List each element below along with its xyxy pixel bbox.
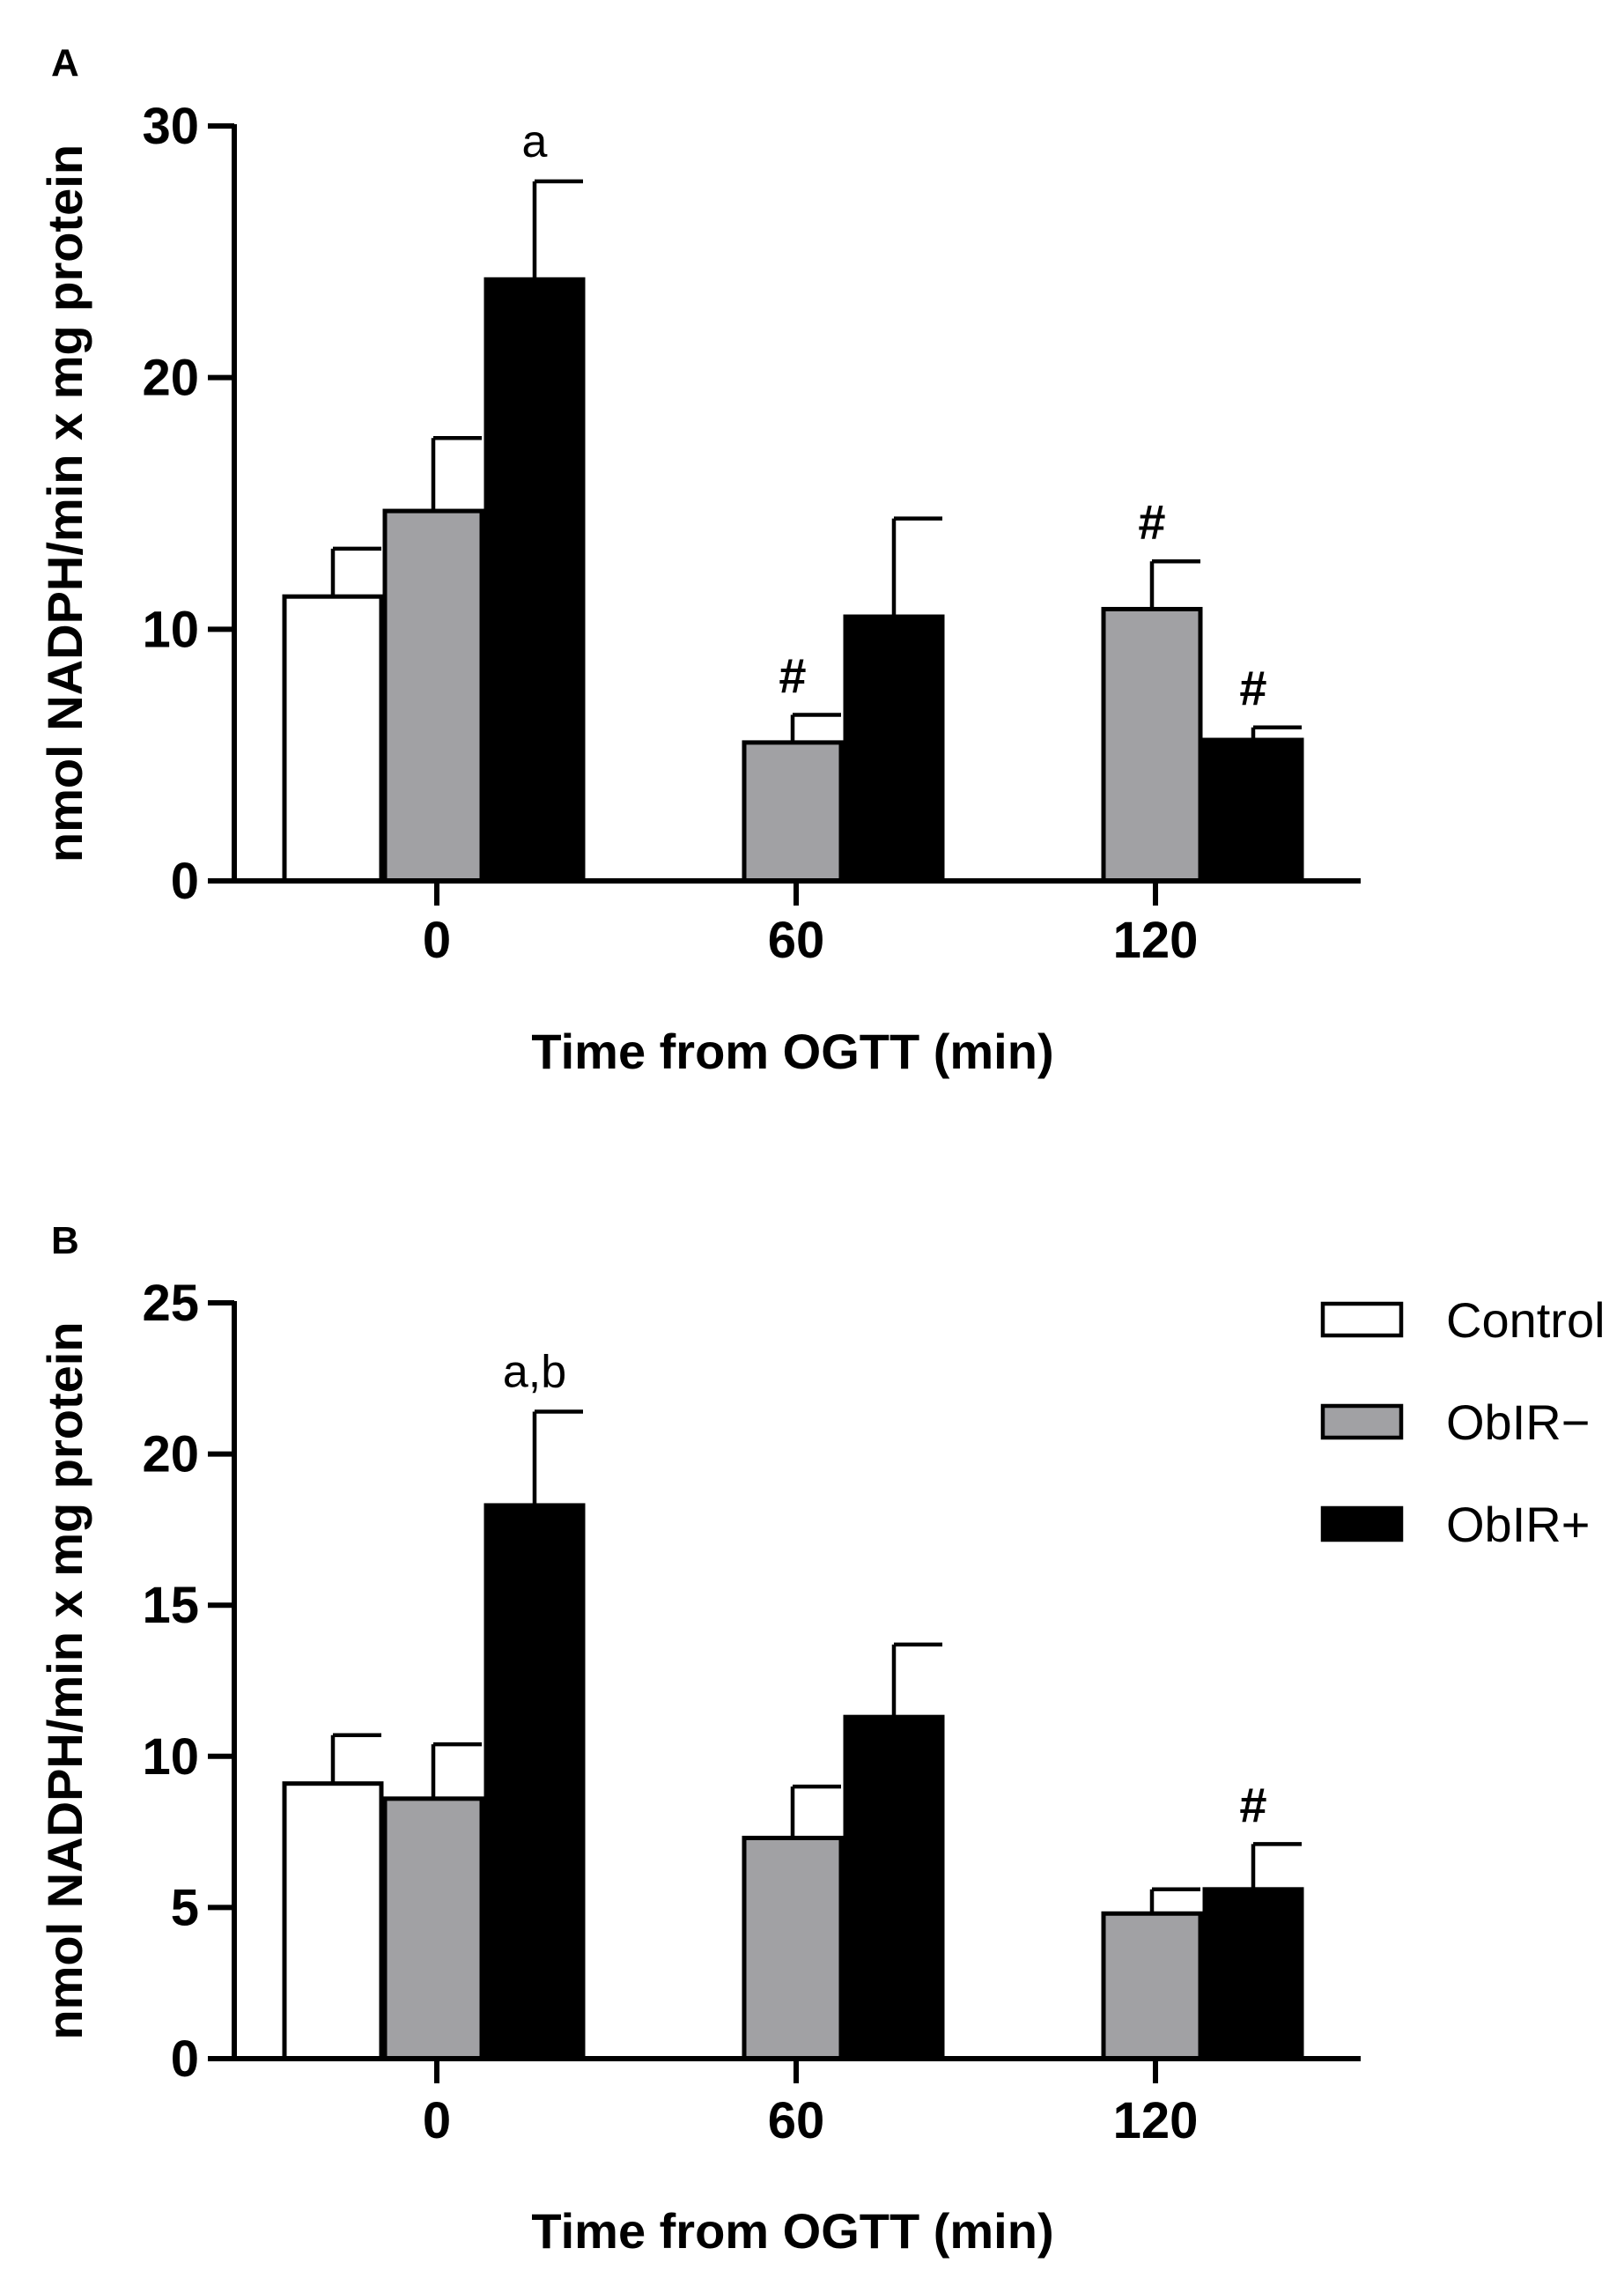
x-tick-label: 120 (1113, 912, 1199, 969)
panel-label: B (51, 1219, 79, 1262)
significance-annotation: # (1239, 661, 1266, 716)
significance-annotation: # (1239, 1777, 1266, 1832)
y-tick-label: 10 (142, 601, 199, 658)
x-axis-title: Time from OGTT (min) (531, 1024, 1053, 1079)
legend-label: Control (1446, 1292, 1606, 1348)
legend-swatch-obir (1320, 1403, 1404, 1440)
bar-obir-0 (382, 1796, 484, 2061)
x-tick-label: 0 (423, 2092, 451, 2149)
y-tick-label: 30 (142, 98, 199, 155)
x-axis-title: Time from OGTT (min) (531, 2203, 1053, 2259)
y-tick-label: 0 (171, 2030, 199, 2088)
y-axis-title: nmol NADPH/min x mg protein (37, 1321, 92, 2039)
panel-label: A (51, 41, 79, 85)
legend-label: ObIR− (1446, 1394, 1590, 1450)
x-tick-label: 60 (768, 2092, 825, 2149)
bar-obir-120 (1101, 1911, 1203, 2061)
y-tick-label: 15 (142, 1577, 199, 1634)
significance-annotation: # (779, 647, 806, 703)
y-tick-label: 25 (142, 1275, 199, 1332)
bar-obir-120 (1101, 606, 1203, 884)
legend-swatch-control (1320, 1301, 1404, 1338)
legend-swatch-obir (1320, 1505, 1404, 1542)
x-tick-label: 120 (1113, 2092, 1199, 2149)
x-tick-label: 60 (768, 912, 825, 969)
bar-obir-60 (742, 1835, 844, 2061)
y-tick-label: 20 (142, 350, 199, 407)
legend-label: ObIR+ (1446, 1497, 1590, 1552)
significance-annotation: # (1138, 494, 1165, 550)
y-axis-title: nmol NADPH/min x mg protein (37, 144, 92, 862)
bar-obir-0 (484, 1503, 586, 2061)
legend: Control ObIR− ObIR+ (1320, 1292, 1606, 1552)
bar-obir-0 (484, 277, 586, 884)
bar-obir-120 (1202, 1887, 1304, 2061)
significance-annotation: a,b (503, 1347, 566, 1398)
y-tick-label: 0 (171, 853, 199, 910)
bar-obir-60 (742, 740, 844, 884)
bar-control-0 (282, 594, 384, 884)
bar-obir-120 (1202, 737, 1304, 884)
bar-control-0 (282, 1781, 384, 2061)
bar-obir-60 (843, 614, 945, 884)
significance-annotation: a (522, 116, 548, 167)
y-tick-label: 20 (142, 1426, 199, 1483)
x-tick-label: 0 (423, 912, 451, 969)
y-tick-label: 5 (171, 1879, 199, 1936)
bar-obir-60 (843, 1714, 945, 2061)
bar-obir-0 (382, 508, 484, 884)
y-tick-label: 10 (142, 1728, 199, 1786)
